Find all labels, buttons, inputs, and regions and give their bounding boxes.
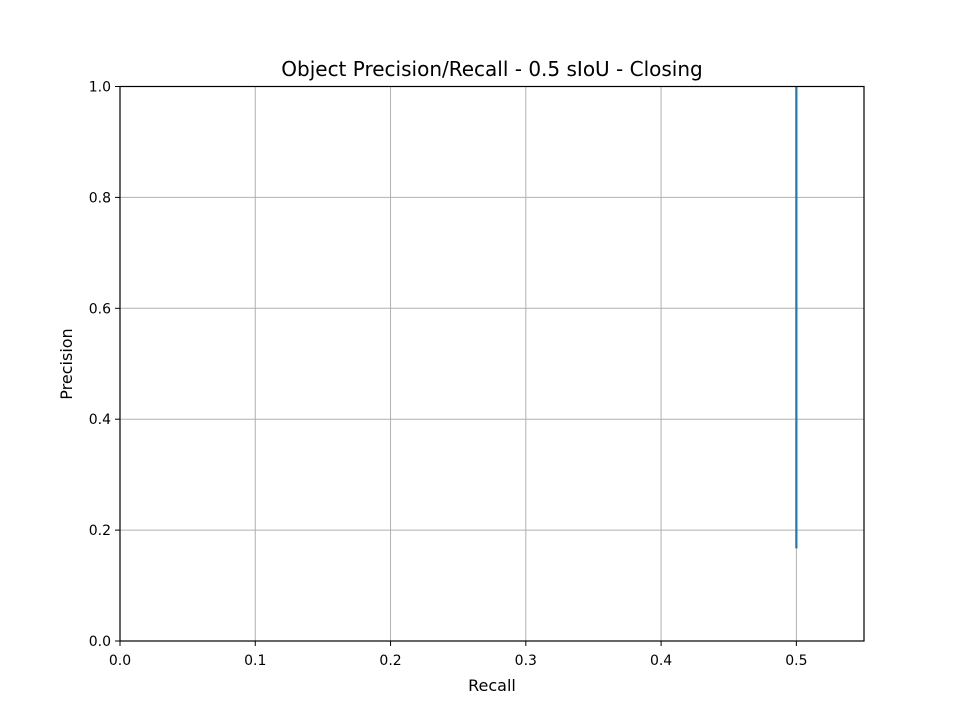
chart-title: Object Precision/Recall - 0.5 sIoU - Clo… <box>281 57 702 81</box>
y-tick-label: 0.0 <box>89 634 111 650</box>
axis-ticks: 0.0 0.1 0.2 0.3 0.4 0.5 0.0 0.2 0.4 0.6 0.8 1.0 <box>89 80 808 670</box>
x-tick-label: 0.5 <box>785 653 807 669</box>
x-tick-label: 0.1 <box>244 653 266 669</box>
y-tick-label: 0.2 <box>89 523 111 539</box>
y-tick-label: 1.0 <box>89 80 111 96</box>
plot-frame <box>119 85 865 642</box>
x-tick-label: 0.0 <box>109 653 131 669</box>
y-tick-label: 0.8 <box>89 190 111 206</box>
x-tick-label: 0.2 <box>379 653 401 669</box>
y-tick-label: 0.6 <box>89 301 111 317</box>
x-tick-label: 0.4 <box>650 653 672 669</box>
grid-lines <box>119 86 864 642</box>
y-tick-label: 0.4 <box>89 412 111 428</box>
x-tick-label: 0.3 <box>515 653 537 669</box>
y-axis-label: Precision <box>57 328 76 399</box>
x-axis-label: Recall <box>468 676 516 695</box>
